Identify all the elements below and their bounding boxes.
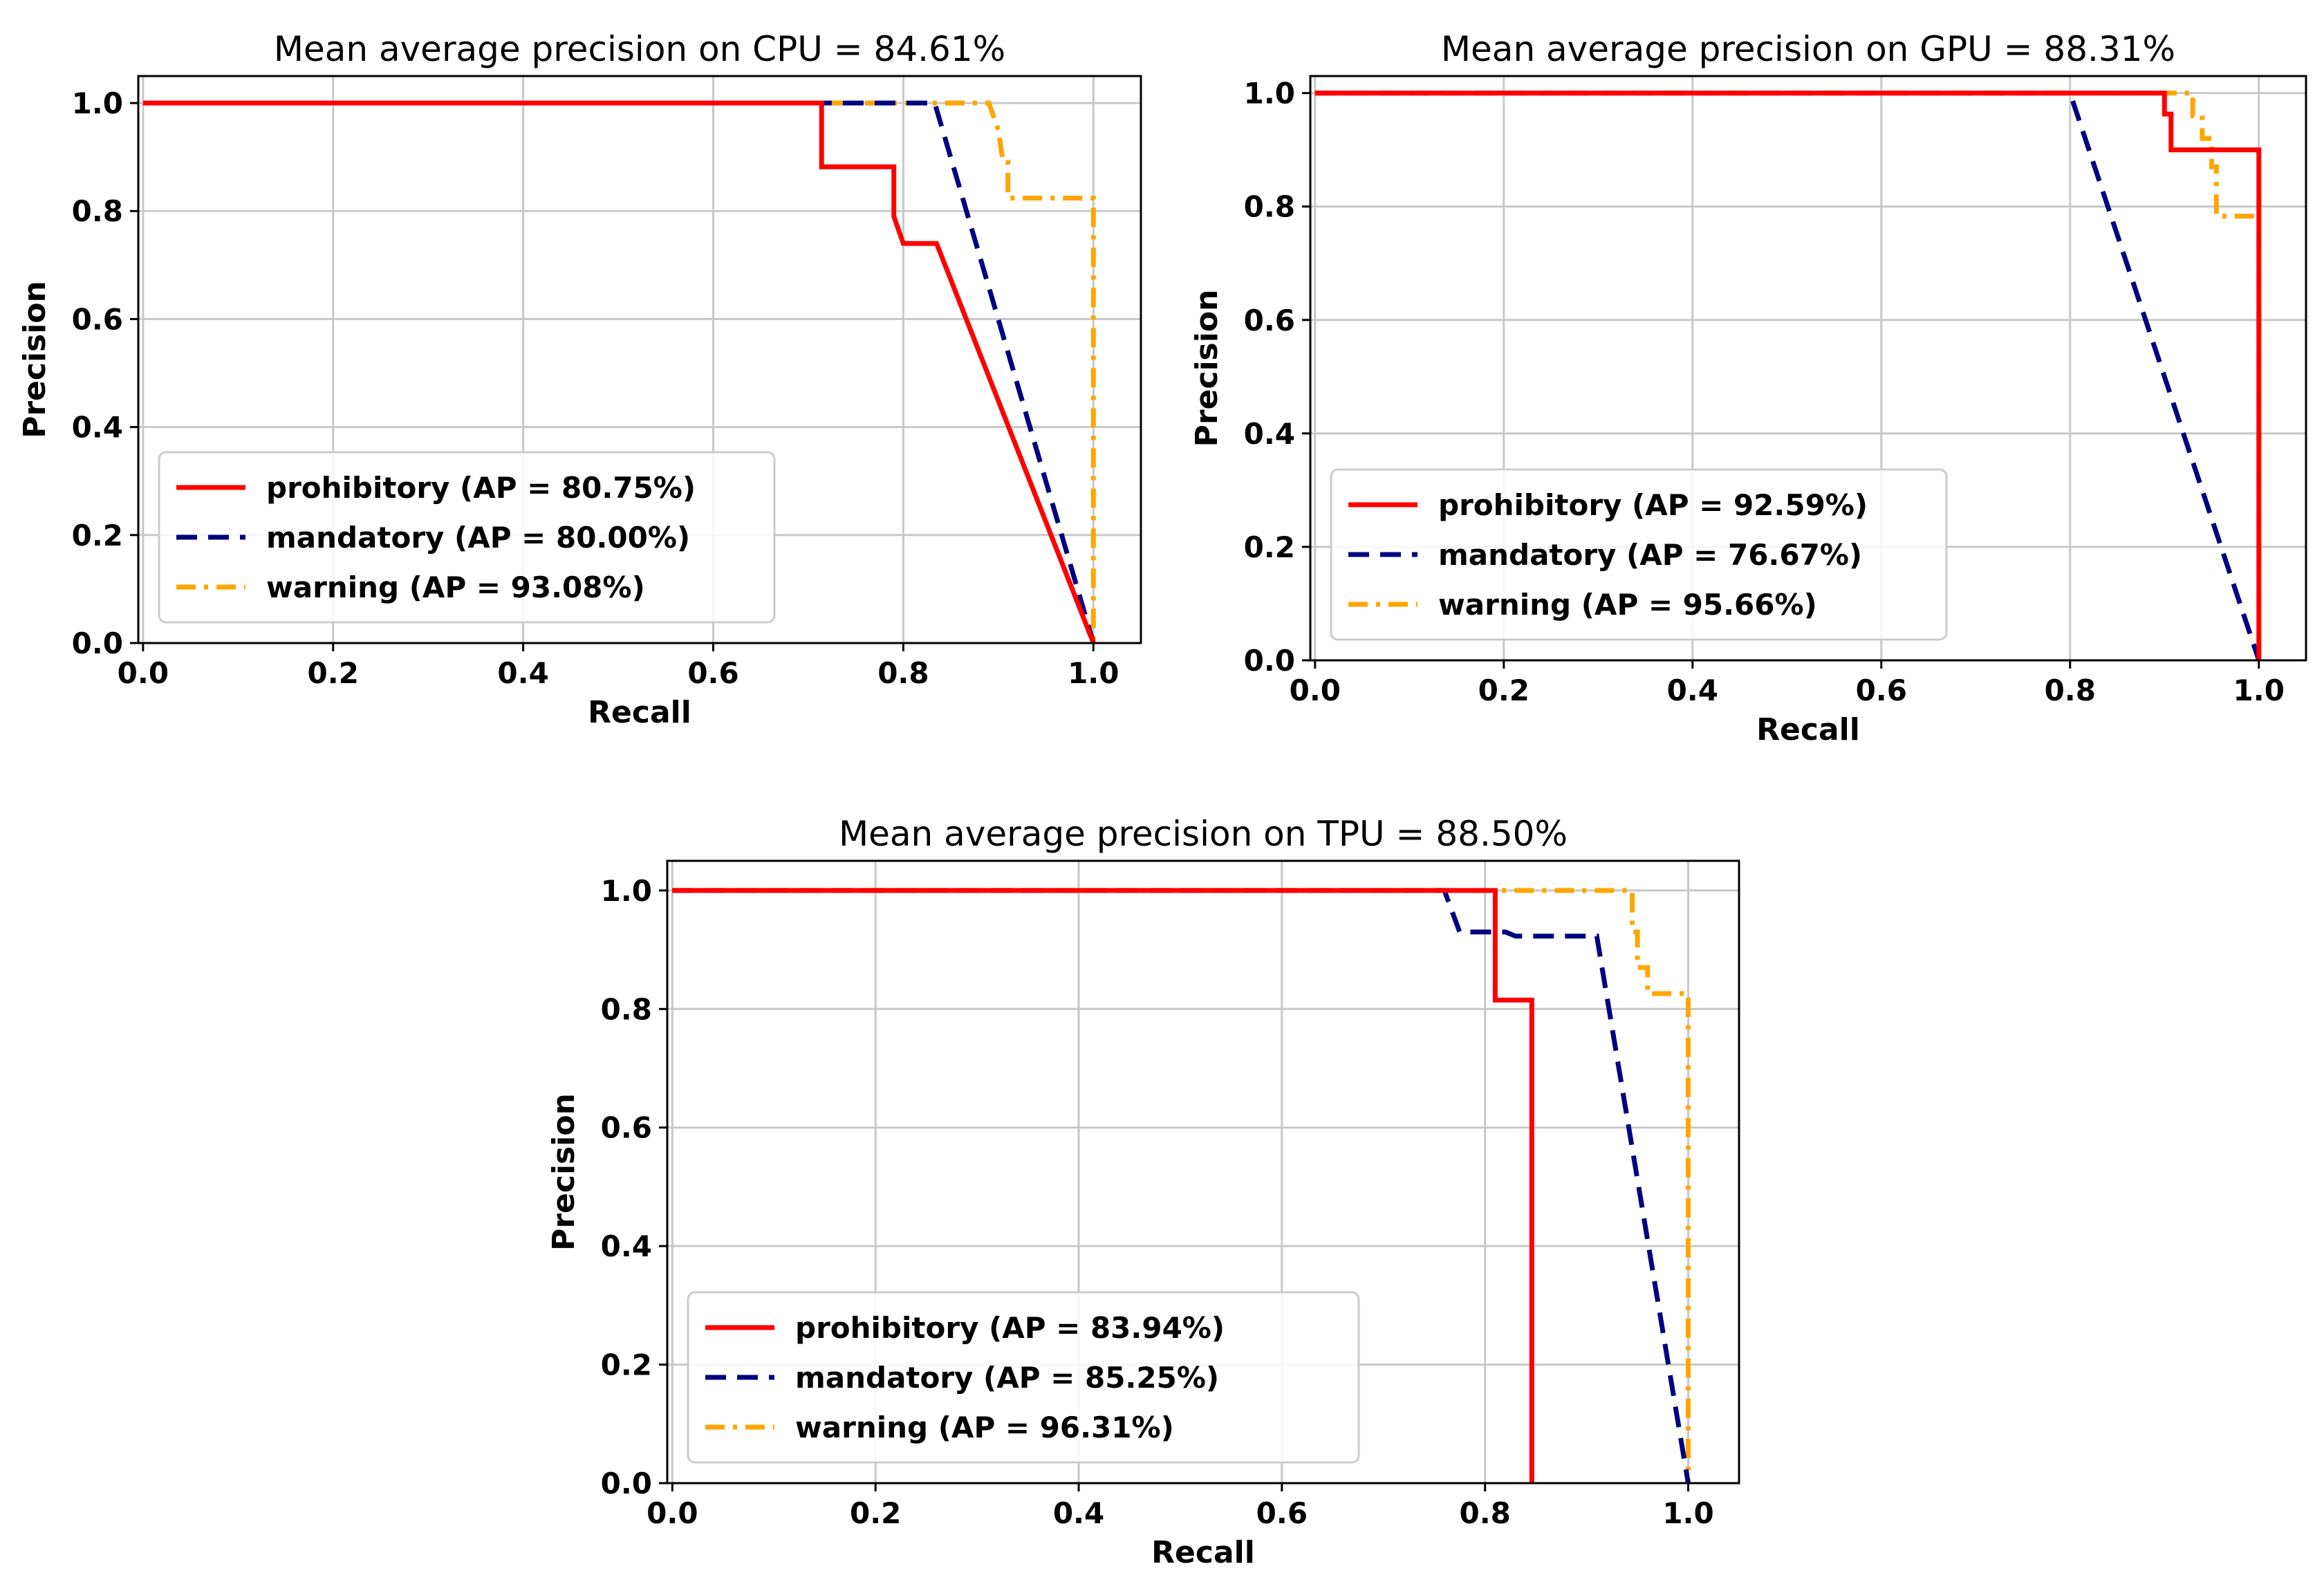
y-tick-label: 0.0	[1244, 644, 1295, 678]
legend-label: prohibitory (AP = 92.59%)	[1438, 488, 1868, 522]
series-line-warning	[672, 888, 1691, 1483]
x-tick-label: 0.4	[1667, 673, 1718, 707]
legend: prohibitory (AP = 83.94%) mandatory (AP =…	[687, 1291, 1360, 1464]
legend-label: warning (AP = 93.08%)	[266, 570, 645, 604]
y-tick-label: 0.6	[72, 302, 123, 336]
x-tick-label: 0.2	[308, 656, 359, 690]
legend-label: mandatory (AP = 80.00%)	[266, 521, 690, 555]
chart-title: Mean average precision on CPU = 84.61%	[274, 29, 1005, 69]
x-tick-label: 1.0	[2233, 673, 2285, 707]
x-tick-label: 0.6	[687, 656, 738, 690]
chart-gpu: Mean average precision on GPU = 88.31% 0.…	[1189, 29, 2307, 747]
legend-box	[158, 451, 776, 624]
y-tick-label: 1.0	[1244, 77, 1295, 111]
x-tick-label: 0.8	[2045, 673, 2096, 707]
chart-cpu: Mean average precision on CPU = 84.61% 0.…	[17, 29, 1142, 730]
legend-label: prohibitory (AP = 83.94%)	[795, 1311, 1225, 1345]
series-line-prohibitory	[142, 100, 1096, 643]
x-tick-label: 0.4	[1053, 1496, 1104, 1530]
y-tick-label: 0.0	[601, 1467, 652, 1500]
y-tick-label: 0.8	[1244, 190, 1295, 224]
chart-tpu: Mean average precision on TPU = 88.50% 0.…	[546, 814, 1740, 1570]
x-tick-label: 0.8	[877, 656, 929, 690]
plot-frame	[666, 859, 1740, 1485]
series-group	[672, 888, 1691, 1483]
legend: prohibitory (AP = 92.59%) mandatory (AP =…	[1330, 468, 1948, 641]
series-group	[142, 100, 1096, 643]
y-tick-label: 0.4	[72, 411, 123, 445]
y-tick-label: 0.8	[72, 194, 123, 228]
series-line-prohibitory	[672, 888, 1534, 1483]
x-tick-label: 0.0	[647, 1496, 698, 1530]
x-axis-label: Recall	[1756, 712, 1860, 747]
y-tick-label: 0.0	[72, 626, 123, 660]
y-tick-label: 0.2	[1244, 530, 1295, 564]
x-tick-label: 0.6	[1256, 1496, 1308, 1530]
x-tick-label: 0.2	[1478, 673, 1530, 707]
x-tick-label: 1.0	[1068, 656, 1119, 690]
x-axis-label: Recall	[588, 695, 691, 730]
legend-box	[687, 1291, 1360, 1464]
y-tick-label: 0.6	[601, 1111, 652, 1145]
y-tick-label: 0.6	[1244, 304, 1295, 337]
plot-frame	[1309, 75, 2307, 662]
x-tick-label: 0.6	[1856, 673, 1907, 707]
series-line-prohibitory	[1314, 91, 2262, 660]
y-tick-label: 0.4	[601, 1229, 652, 1263]
series-group	[1314, 91, 2262, 660]
y-tick-label: 0.2	[601, 1348, 652, 1382]
y-tick-label: 1.0	[72, 86, 123, 120]
y-axis-label: Precision	[1189, 290, 1225, 447]
y-axis-label: Precision	[17, 281, 53, 438]
x-tick-label: 1.0	[1662, 1496, 1713, 1530]
x-tick-label: 0.2	[850, 1496, 901, 1530]
legend-label: mandatory (AP = 85.25%)	[795, 1361, 1219, 1395]
y-axis-label: Precision	[546, 1093, 582, 1251]
plot-frame	[137, 75, 1142, 644]
y-tick-label: 1.0	[601, 874, 652, 908]
series-line-mandatory	[1314, 91, 2262, 660]
x-tick-label: 0.0	[118, 656, 169, 690]
chart-title: Mean average precision on TPU = 88.50%	[839, 814, 1568, 854]
legend-label: mandatory (AP = 76.67%)	[1438, 538, 1862, 572]
y-tick-label: 0.2	[72, 519, 123, 552]
series-line-warning	[142, 100, 1096, 643]
y-tick-label: 0.8	[601, 992, 652, 1026]
x-tick-label: 0.8	[1459, 1496, 1510, 1530]
x-tick-label: 0.0	[1290, 673, 1341, 707]
legend-label: warning (AP = 95.66%)	[1438, 588, 1817, 622]
chart-title: Mean average precision on GPU = 88.31%	[1441, 29, 2175, 69]
legend-label: prohibitory (AP = 80.75%)	[266, 471, 696, 505]
legend-label: warning (AP = 96.31%)	[795, 1411, 1174, 1444]
x-tick-label: 0.4	[497, 656, 548, 690]
legend: prohibitory (AP = 80.75%) mandatory (AP =…	[158, 451, 776, 624]
legend-box	[1330, 468, 1948, 641]
x-axis-label: Recall	[1151, 1535, 1255, 1570]
series-line-warning	[1314, 91, 2262, 660]
y-tick-label: 0.4	[1244, 417, 1295, 451]
